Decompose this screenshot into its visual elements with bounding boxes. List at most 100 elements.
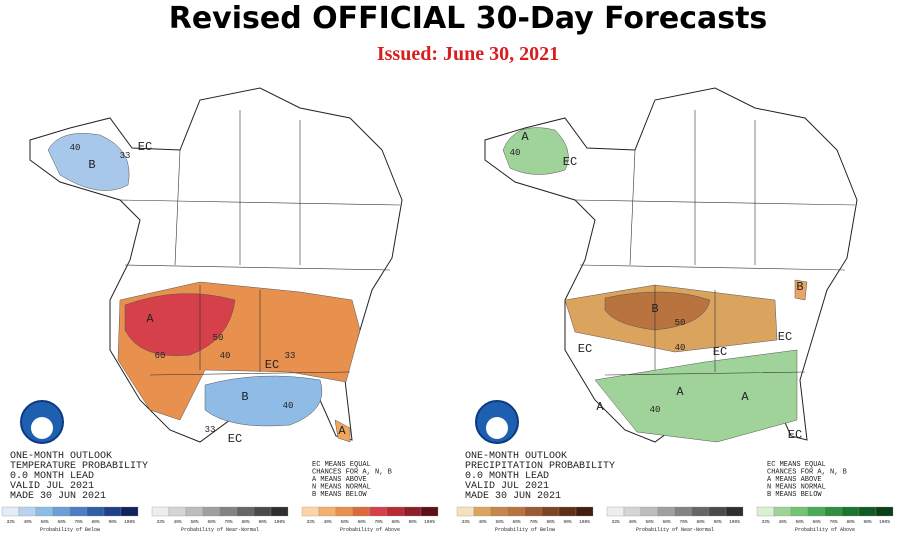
- region-label: B: [88, 158, 95, 172]
- legend-tick: 90%: [258, 519, 266, 525]
- legend-tick: 70%: [679, 519, 687, 525]
- legend-swatch: [756, 506, 775, 517]
- legend-caption: Probability of Above: [340, 527, 400, 533]
- legend-tick: 70%: [224, 519, 232, 525]
- legend-tick: 33%: [6, 519, 14, 525]
- legend-swatch: [507, 506, 526, 517]
- legend-swatch: [151, 506, 170, 517]
- region-label: 33: [205, 425, 216, 435]
- legend-swatch: [202, 506, 221, 517]
- legend-caption: Probability of Above: [795, 527, 855, 533]
- legend-swatch: [841, 506, 860, 517]
- legend-swatch: [691, 506, 710, 517]
- legend-swatch: [623, 506, 642, 517]
- key-text: A MEANS ABOVE: [767, 476, 822, 484]
- legend-swatch: [18, 506, 37, 517]
- legend-tick: 100%: [879, 519, 890, 525]
- outlook-text: ONE-MONTH OUTLOOK: [10, 451, 112, 462]
- legend-tick: 50%: [190, 519, 198, 525]
- region-label: EC: [265, 358, 279, 372]
- region-label: EC: [713, 345, 727, 359]
- outlook-text: 0.0 MONTH LEAD: [10, 471, 94, 482]
- legend-swatch: [386, 506, 405, 517]
- legend-swatch: [657, 506, 676, 517]
- legend-tick: 33%: [761, 519, 769, 525]
- region-label: EC: [578, 342, 592, 356]
- region-label: 60: [155, 351, 166, 361]
- outlook-text: ONE-MONTH OUTLOOK: [465, 451, 567, 462]
- outlook-text: VALID JUL 2021: [465, 481, 549, 492]
- key-text: EC MEANS EQUAL: [312, 461, 371, 469]
- key-text: B MEANS BELOW: [312, 491, 367, 499]
- legend-swatch: [352, 506, 371, 517]
- legend-swatch: [301, 506, 320, 517]
- continent: [484, 87, 858, 443]
- legend-tick: 100%: [274, 519, 285, 525]
- legend-tick: 40%: [173, 519, 181, 525]
- region-label: EC: [138, 140, 152, 154]
- key-text: EC MEANS EQUAL: [767, 461, 826, 469]
- forecast-map: EC B 40 33 A 50 60 40 33 EC B 40 33 EC A ONE-MONTH OUTL…: [1, 87, 439, 533]
- legend-swatch: [773, 506, 792, 517]
- legend-swatch: [120, 506, 139, 517]
- borders: [119, 110, 401, 376]
- region-label: B: [796, 280, 803, 294]
- legend-swatch: [35, 506, 54, 517]
- legend-tick: 80%: [546, 519, 554, 525]
- region-label: A: [676, 385, 684, 399]
- legend-caption: Probability of Below: [40, 527, 100, 533]
- legend-swatch: [790, 506, 809, 517]
- legend-tick: 80%: [846, 519, 854, 525]
- legend-caption: Probability of Near-Normal: [636, 527, 714, 533]
- legend-tick: 80%: [696, 519, 704, 525]
- region-label: 40: [650, 405, 661, 415]
- legend-swatch: [270, 506, 289, 517]
- legend-swatch: [606, 506, 625, 517]
- legend-tick: 40%: [478, 519, 486, 525]
- legend-tick: 70%: [74, 519, 82, 525]
- legend-swatch: [185, 506, 204, 517]
- legend-swatch: [824, 506, 843, 517]
- probability-region: [334, 419, 351, 443]
- legend-swatch: [86, 506, 105, 517]
- key-text: CHANCES FOR A, N, B: [312, 469, 392, 477]
- region-label: A: [596, 400, 604, 414]
- legend-swatch: [236, 506, 255, 517]
- legend-tick: 60%: [512, 519, 520, 525]
- legend-swatch: [420, 506, 439, 517]
- legend-swatch: [541, 506, 560, 517]
- outlook-text: 0.0 MONTH LEAD: [465, 471, 549, 482]
- key-text: CHANCES FOR A, N, B: [767, 469, 847, 477]
- legend-swatch: [875, 506, 894, 517]
- key-text: N MEANS NORMAL: [312, 484, 371, 492]
- region-label: A: [338, 424, 346, 438]
- legend-swatch: [575, 506, 594, 517]
- legend-tick: 40%: [323, 519, 331, 525]
- legend-tick: 100%: [124, 519, 135, 525]
- legend-tick: 90%: [408, 519, 416, 525]
- legend-swatch: [403, 506, 422, 517]
- legend-tick: 50%: [795, 519, 803, 525]
- legend-tick: 33%: [461, 519, 469, 525]
- outlook-text: MADE 30 JUN 2021: [465, 491, 561, 502]
- legend-tick: 80%: [91, 519, 99, 525]
- legend-tick: 60%: [207, 519, 215, 525]
- outlook-text: MADE 30 JUN 2021: [10, 491, 106, 502]
- probability-region: [204, 375, 323, 427]
- region-label: EC: [788, 428, 802, 442]
- region-label: 50: [213, 333, 224, 343]
- legend-tick: 40%: [628, 519, 636, 525]
- legend-tick: 33%: [306, 519, 314, 525]
- legend-swatch: [369, 506, 388, 517]
- legend-tick: 90%: [863, 519, 871, 525]
- legend-tick: 50%: [340, 519, 348, 525]
- region-label: A: [741, 390, 749, 404]
- legend-swatch: [69, 506, 88, 517]
- region-label: EC: [228, 432, 242, 446]
- legend-tick: 40%: [23, 519, 31, 525]
- legend-swatch: [318, 506, 337, 517]
- outlook-text: VALID JUL 2021: [10, 481, 94, 492]
- legend-tick: 100%: [424, 519, 435, 525]
